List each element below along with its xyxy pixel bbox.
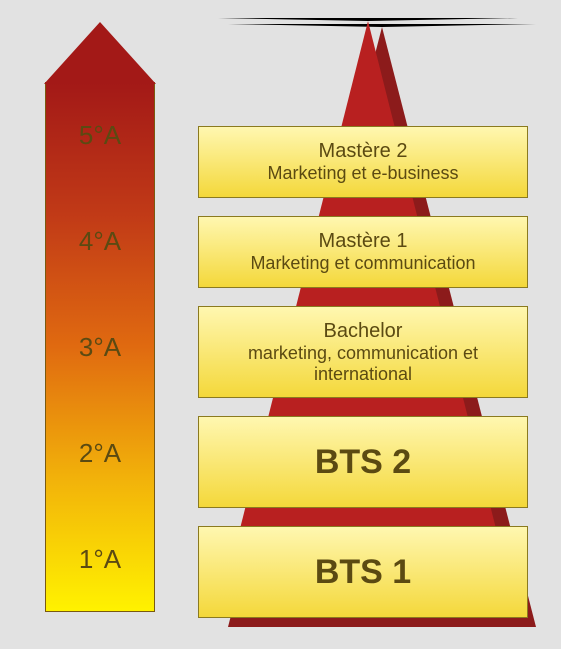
level-line1: BTS 1 — [315, 553, 411, 592]
level-boxes: BTS 1 BTS 2 Bachelor marketing, communic… — [198, 88, 528, 618]
arrow-label: 5°A — [45, 82, 155, 188]
level-line2: Marketing et communication — [250, 253, 475, 274]
level-line2: marketing, communication et internationa… — [209, 343, 517, 384]
diagram-canvas: 1°A 2°A 3°A 4°A 5°A BTS 1 BTS 2 Bachelor… — [0, 0, 561, 649]
arrow-head — [44, 22, 156, 84]
level-line1: Mastère 1 — [319, 230, 408, 253]
arrow-labels: 1°A 2°A 3°A 4°A 5°A — [45, 82, 155, 612]
level-line1: Bachelor — [324, 320, 403, 343]
level-line2: Marketing et e-business — [267, 163, 458, 184]
level-line1: Mastère 2 — [319, 140, 408, 163]
arrow-label: 2°A — [45, 400, 155, 506]
level-box-3: Bachelor marketing, communication et int… — [198, 306, 528, 398]
level-box-5: Mastère 2 Marketing et e-business — [198, 126, 528, 198]
level-box-1: BTS 1 — [198, 526, 528, 618]
arrow-label: 1°A — [45, 506, 155, 612]
level-line1: BTS 2 — [315, 443, 411, 482]
arrow-label: 4°A — [45, 188, 155, 294]
year-arrow: 1°A 2°A 3°A 4°A 5°A — [45, 22, 155, 612]
level-box-4: Mastère 1 Marketing et communication — [198, 216, 528, 288]
level-box-2: BTS 2 — [198, 416, 528, 508]
arrow-label: 3°A — [45, 294, 155, 400]
